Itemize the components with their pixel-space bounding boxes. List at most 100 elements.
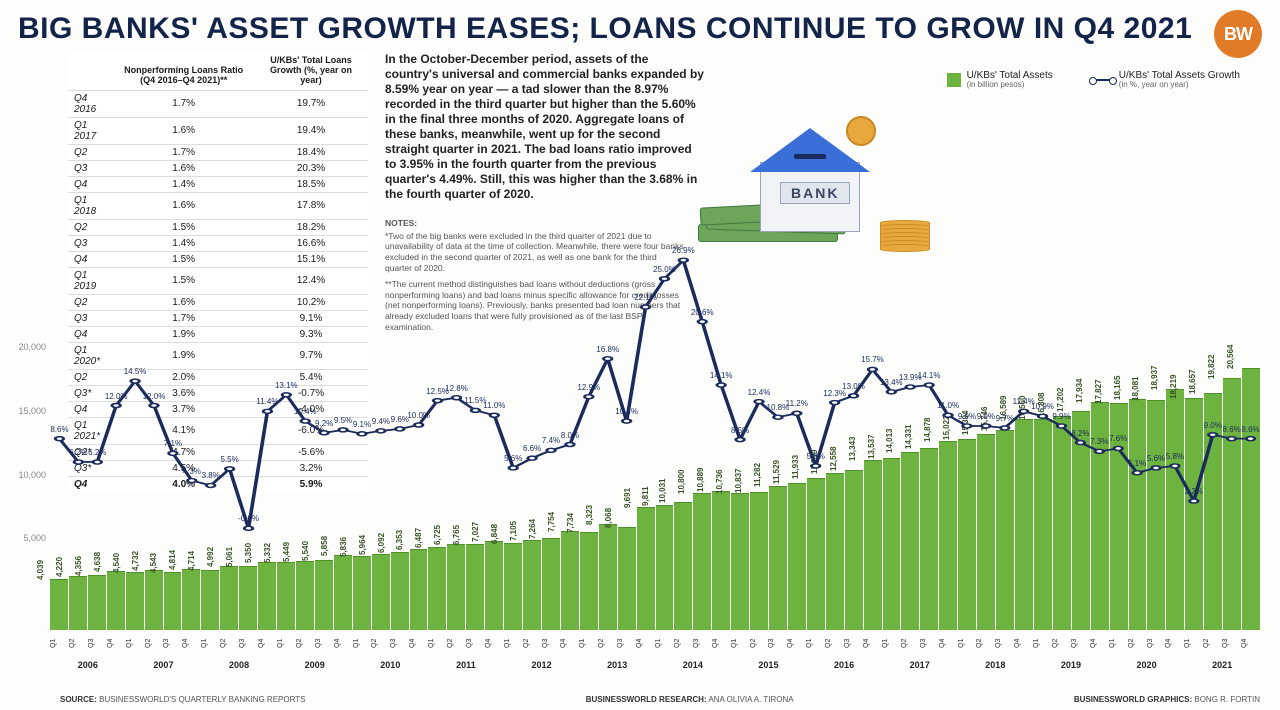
bar-value: 6,848 [490,524,499,544]
xaxis-tick: Q3 [1071,630,1090,658]
y-axis-left: 5,00010,00015,00020,000 [10,50,46,630]
xaxis-tick: Q3 [239,630,258,658]
bar: 5,332 [277,562,295,630]
xaxis-tick: Q1 [579,630,598,658]
xaxis-tick: Q2 [598,630,617,658]
xaxis-tick: Q2 [447,630,466,658]
assets-chart: 5,00010,00015,00020,000 4,0394,2204,3564… [50,350,1260,658]
x-axis-quarters: Q1Q2Q3Q4Q1Q2Q3Q4Q1Q2Q3Q4Q1Q2Q3Q4Q1Q2Q3Q4… [50,630,1260,658]
bar: 5,964 [372,554,390,630]
bar: 16,808 [1053,416,1071,630]
headline: BIG BANKS' ASSET GROWTH EASES; LOANS CON… [18,12,1262,46]
xaxis-tick: Q4 [863,630,882,658]
bar: 18,937 [1166,389,1184,630]
xaxis-tick: Q2 [69,630,88,658]
notes-block: NOTES: *Two of the big banks were exclud… [385,218,685,338]
table-row: Q1 20181.6%17.8% [68,192,368,219]
legend-line-swatch [1093,79,1113,81]
bar: 15,022 [958,439,976,630]
bar: 11,529 [788,483,806,630]
table-row: Q31.6%20.3% [68,160,368,176]
bar: 5,836 [353,556,371,630]
bar: 6,765 [466,544,484,630]
bar-value: 10,889 [696,468,705,492]
year-label: 2019 [1033,660,1109,672]
bar-value: 13,343 [847,437,856,461]
xaxis-tick: Q3 [995,630,1014,658]
xaxis-tick: Q2 [1128,630,1147,658]
xaxis-tick: Q2 [145,630,164,658]
bar: 10,736 [731,493,749,630]
bar-value: 18,657 [1188,369,1197,393]
bar: 6,487 [428,547,446,630]
bar-value: 10,800 [677,469,686,493]
credit-graphics: BUSINESSWORLD GRAPHICS: BONG R. FORTIN [1074,695,1260,704]
bar: 12,299 [826,473,844,630]
bar: 10,837 [750,492,768,630]
bar-value: 11,529 [772,460,781,484]
bar-value: 4,714 [187,551,196,571]
xaxis-tick: Q2 [296,630,315,658]
xaxis-tick: Q3 [88,630,107,658]
bar-value: 5,540 [301,540,310,560]
bar: 7,264 [542,538,560,630]
bar-value: 5,858 [320,536,329,556]
bar-value: 5,350 [244,543,253,563]
xaxis-tick: Q3 [1147,630,1166,658]
xaxis-tick: Q1 [882,630,901,658]
credits: SOURCE: BUSINESSWORLD'S QUARTERLY BANKIN… [60,695,1260,704]
year-label: 2007 [126,660,202,672]
xaxis-tick: Q2 [976,630,995,658]
xaxis-tick: Q1 [201,630,220,658]
bar-value: 8,323 [585,505,594,525]
bar-value: 4,543 [149,553,158,573]
bar: 5,350 [258,562,276,630]
table-row: Q21.6%10.2% [68,294,368,310]
table-row: Q1 20171.6%19.4% [68,117,368,144]
bar-value: 9,811 [642,487,651,507]
bar: 10,800 [693,493,711,630]
xaxis-tick: Q3 [542,630,561,658]
bar-value: 16,589 [999,395,1008,419]
bar-value: 11,933 [791,455,800,479]
xaxis-tick: Q4 [787,630,806,658]
bar: 4,814 [182,569,200,630]
bw-logo: BW [1214,10,1262,58]
xaxis-tick: Q4 [712,630,731,658]
xaxis-tick: Q3 [1222,630,1241,658]
bar-value: 5,332 [263,543,272,563]
credit-research: BUSINESSWORLD RESEARCH: ANA OLIVIA A. TI… [586,695,794,704]
xaxis-tick: Q4 [485,630,504,658]
bar-value: 10,736 [715,470,724,494]
bar: 7,754 [561,531,579,630]
year-label: 2011 [428,660,504,672]
year-label: 2014 [655,660,731,672]
year-label: 2010 [353,660,429,672]
xaxis-tick: Q3 [844,630,863,658]
bank-sign: BANK [780,182,850,204]
bar: 4,732 [145,570,163,630]
xaxis-tick: Q4 [939,630,958,658]
xaxis-tick: Q3 [315,630,334,658]
bar: 17,827 [1110,403,1128,630]
bar-value: 4,039 [36,560,45,580]
bar-value: 14,878 [923,417,932,441]
xaxis-tick: Q1 [504,630,523,658]
bar: 6,353 [410,549,428,630]
bar-value: 18,081 [1131,376,1140,400]
bar: 17,202 [1072,411,1090,630]
bar-value: 4,814 [168,550,177,570]
bar: 11,933 [807,478,825,630]
xaxis-tick: Q1 [1033,630,1052,658]
xaxis-tick: Q3 [617,630,636,658]
table-header [68,52,113,90]
xaxis-tick: Q1 [50,630,69,658]
xaxis-tick: Q3 [390,630,409,658]
xaxis-tick: Q1 [731,630,750,658]
bar: 15,746 [996,430,1014,630]
xaxis-tick: Q4 [334,630,353,658]
bar: 12,558 [845,470,863,630]
bar-value: 20,564 [1226,345,1235,369]
bar-value: 18,219 [1169,375,1178,399]
bar: 7,027 [485,541,503,630]
